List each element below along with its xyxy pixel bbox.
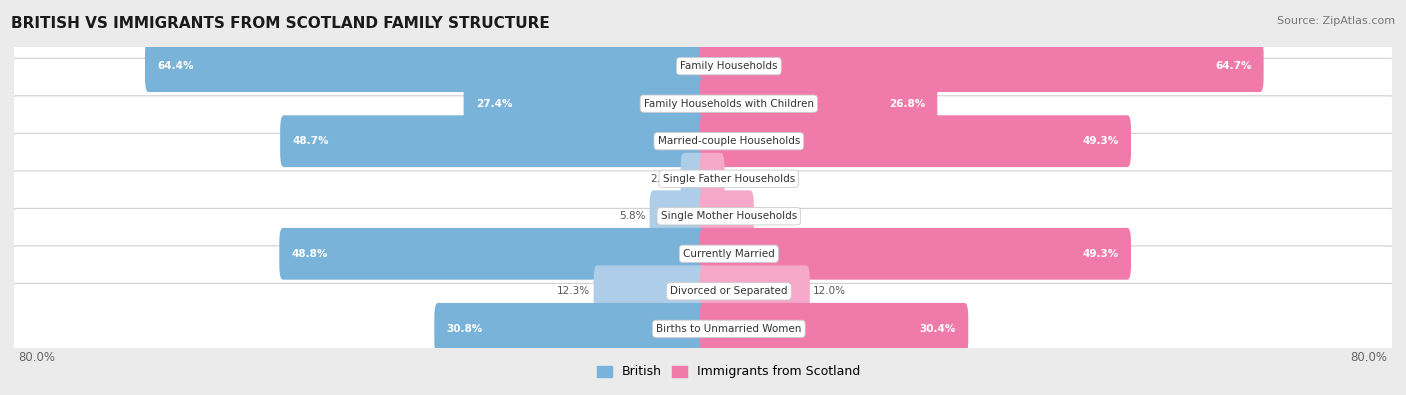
FancyBboxPatch shape	[145, 40, 706, 92]
FancyBboxPatch shape	[593, 265, 706, 317]
FancyBboxPatch shape	[650, 190, 706, 242]
Text: Divorced or Separated: Divorced or Separated	[671, 286, 787, 296]
Text: 27.4%: 27.4%	[475, 99, 512, 109]
Text: 80.0%: 80.0%	[18, 351, 55, 364]
Text: BRITISH VS IMMIGRANTS FROM SCOTLAND FAMILY STRUCTURE: BRITISH VS IMMIGRANTS FROM SCOTLAND FAMI…	[11, 16, 550, 31]
Text: 26.8%: 26.8%	[889, 99, 925, 109]
Text: 48.7%: 48.7%	[292, 136, 329, 146]
Text: 49.3%: 49.3%	[1083, 136, 1119, 146]
FancyBboxPatch shape	[700, 190, 754, 242]
FancyBboxPatch shape	[681, 153, 706, 205]
FancyBboxPatch shape	[8, 171, 1398, 261]
FancyBboxPatch shape	[700, 40, 1264, 92]
Legend: British, Immigrants from Scotland: British, Immigrants from Scotland	[592, 360, 866, 384]
Text: 5.8%: 5.8%	[620, 211, 647, 221]
Text: Family Households with Children: Family Households with Children	[644, 99, 814, 109]
FancyBboxPatch shape	[280, 115, 706, 167]
Text: 80.0%: 80.0%	[1351, 351, 1388, 364]
Text: 64.7%: 64.7%	[1215, 61, 1251, 71]
Text: 30.8%: 30.8%	[446, 324, 482, 334]
Text: Births to Unmarried Women: Births to Unmarried Women	[657, 324, 801, 334]
FancyBboxPatch shape	[8, 58, 1398, 149]
Text: 64.4%: 64.4%	[157, 61, 194, 71]
FancyBboxPatch shape	[280, 228, 706, 280]
Text: 49.3%: 49.3%	[1083, 249, 1119, 259]
Text: Married-couple Households: Married-couple Households	[658, 136, 800, 146]
Text: Single Father Households: Single Father Households	[662, 174, 794, 184]
Text: 12.0%: 12.0%	[813, 286, 846, 296]
FancyBboxPatch shape	[464, 78, 706, 130]
Text: 5.5%: 5.5%	[758, 211, 783, 221]
FancyBboxPatch shape	[700, 153, 724, 205]
Text: Single Mother Households: Single Mother Households	[661, 211, 797, 221]
Text: Currently Married: Currently Married	[683, 249, 775, 259]
FancyBboxPatch shape	[8, 21, 1398, 111]
FancyBboxPatch shape	[700, 265, 810, 317]
Text: Family Households: Family Households	[681, 61, 778, 71]
FancyBboxPatch shape	[434, 303, 706, 355]
FancyBboxPatch shape	[700, 303, 969, 355]
FancyBboxPatch shape	[8, 284, 1398, 374]
Text: Source: ZipAtlas.com: Source: ZipAtlas.com	[1277, 16, 1395, 26]
Text: 12.3%: 12.3%	[557, 286, 591, 296]
FancyBboxPatch shape	[8, 134, 1398, 224]
Text: 48.8%: 48.8%	[291, 249, 328, 259]
FancyBboxPatch shape	[700, 228, 1130, 280]
FancyBboxPatch shape	[700, 115, 1130, 167]
Text: 2.1%: 2.1%	[728, 174, 755, 184]
FancyBboxPatch shape	[8, 246, 1398, 337]
FancyBboxPatch shape	[8, 96, 1398, 186]
Text: 2.2%: 2.2%	[651, 174, 678, 184]
FancyBboxPatch shape	[700, 78, 938, 130]
Text: 30.4%: 30.4%	[920, 324, 956, 334]
FancyBboxPatch shape	[8, 209, 1398, 299]
